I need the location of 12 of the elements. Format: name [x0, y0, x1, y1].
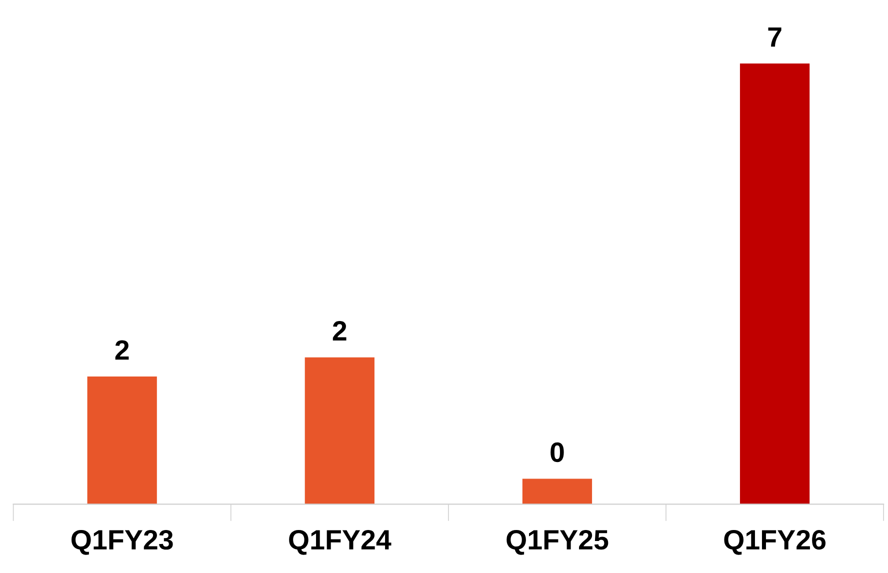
bar: [740, 63, 810, 504]
data-label: 2: [332, 321, 346, 340]
bar: [304, 357, 374, 504]
x-tick-label: Q1FY25: [506, 530, 608, 555]
bar: [522, 478, 592, 504]
data-label: 7: [768, 27, 782, 47]
data-label: 0: [550, 442, 564, 462]
x-tick-label: Q1FY26: [724, 530, 826, 555]
x-tick-label: Q1FY23: [72, 530, 173, 555]
data-label: 2: [115, 340, 129, 360]
bar: [87, 376, 157, 504]
x-tick-label: Q1FY24: [289, 530, 392, 555]
